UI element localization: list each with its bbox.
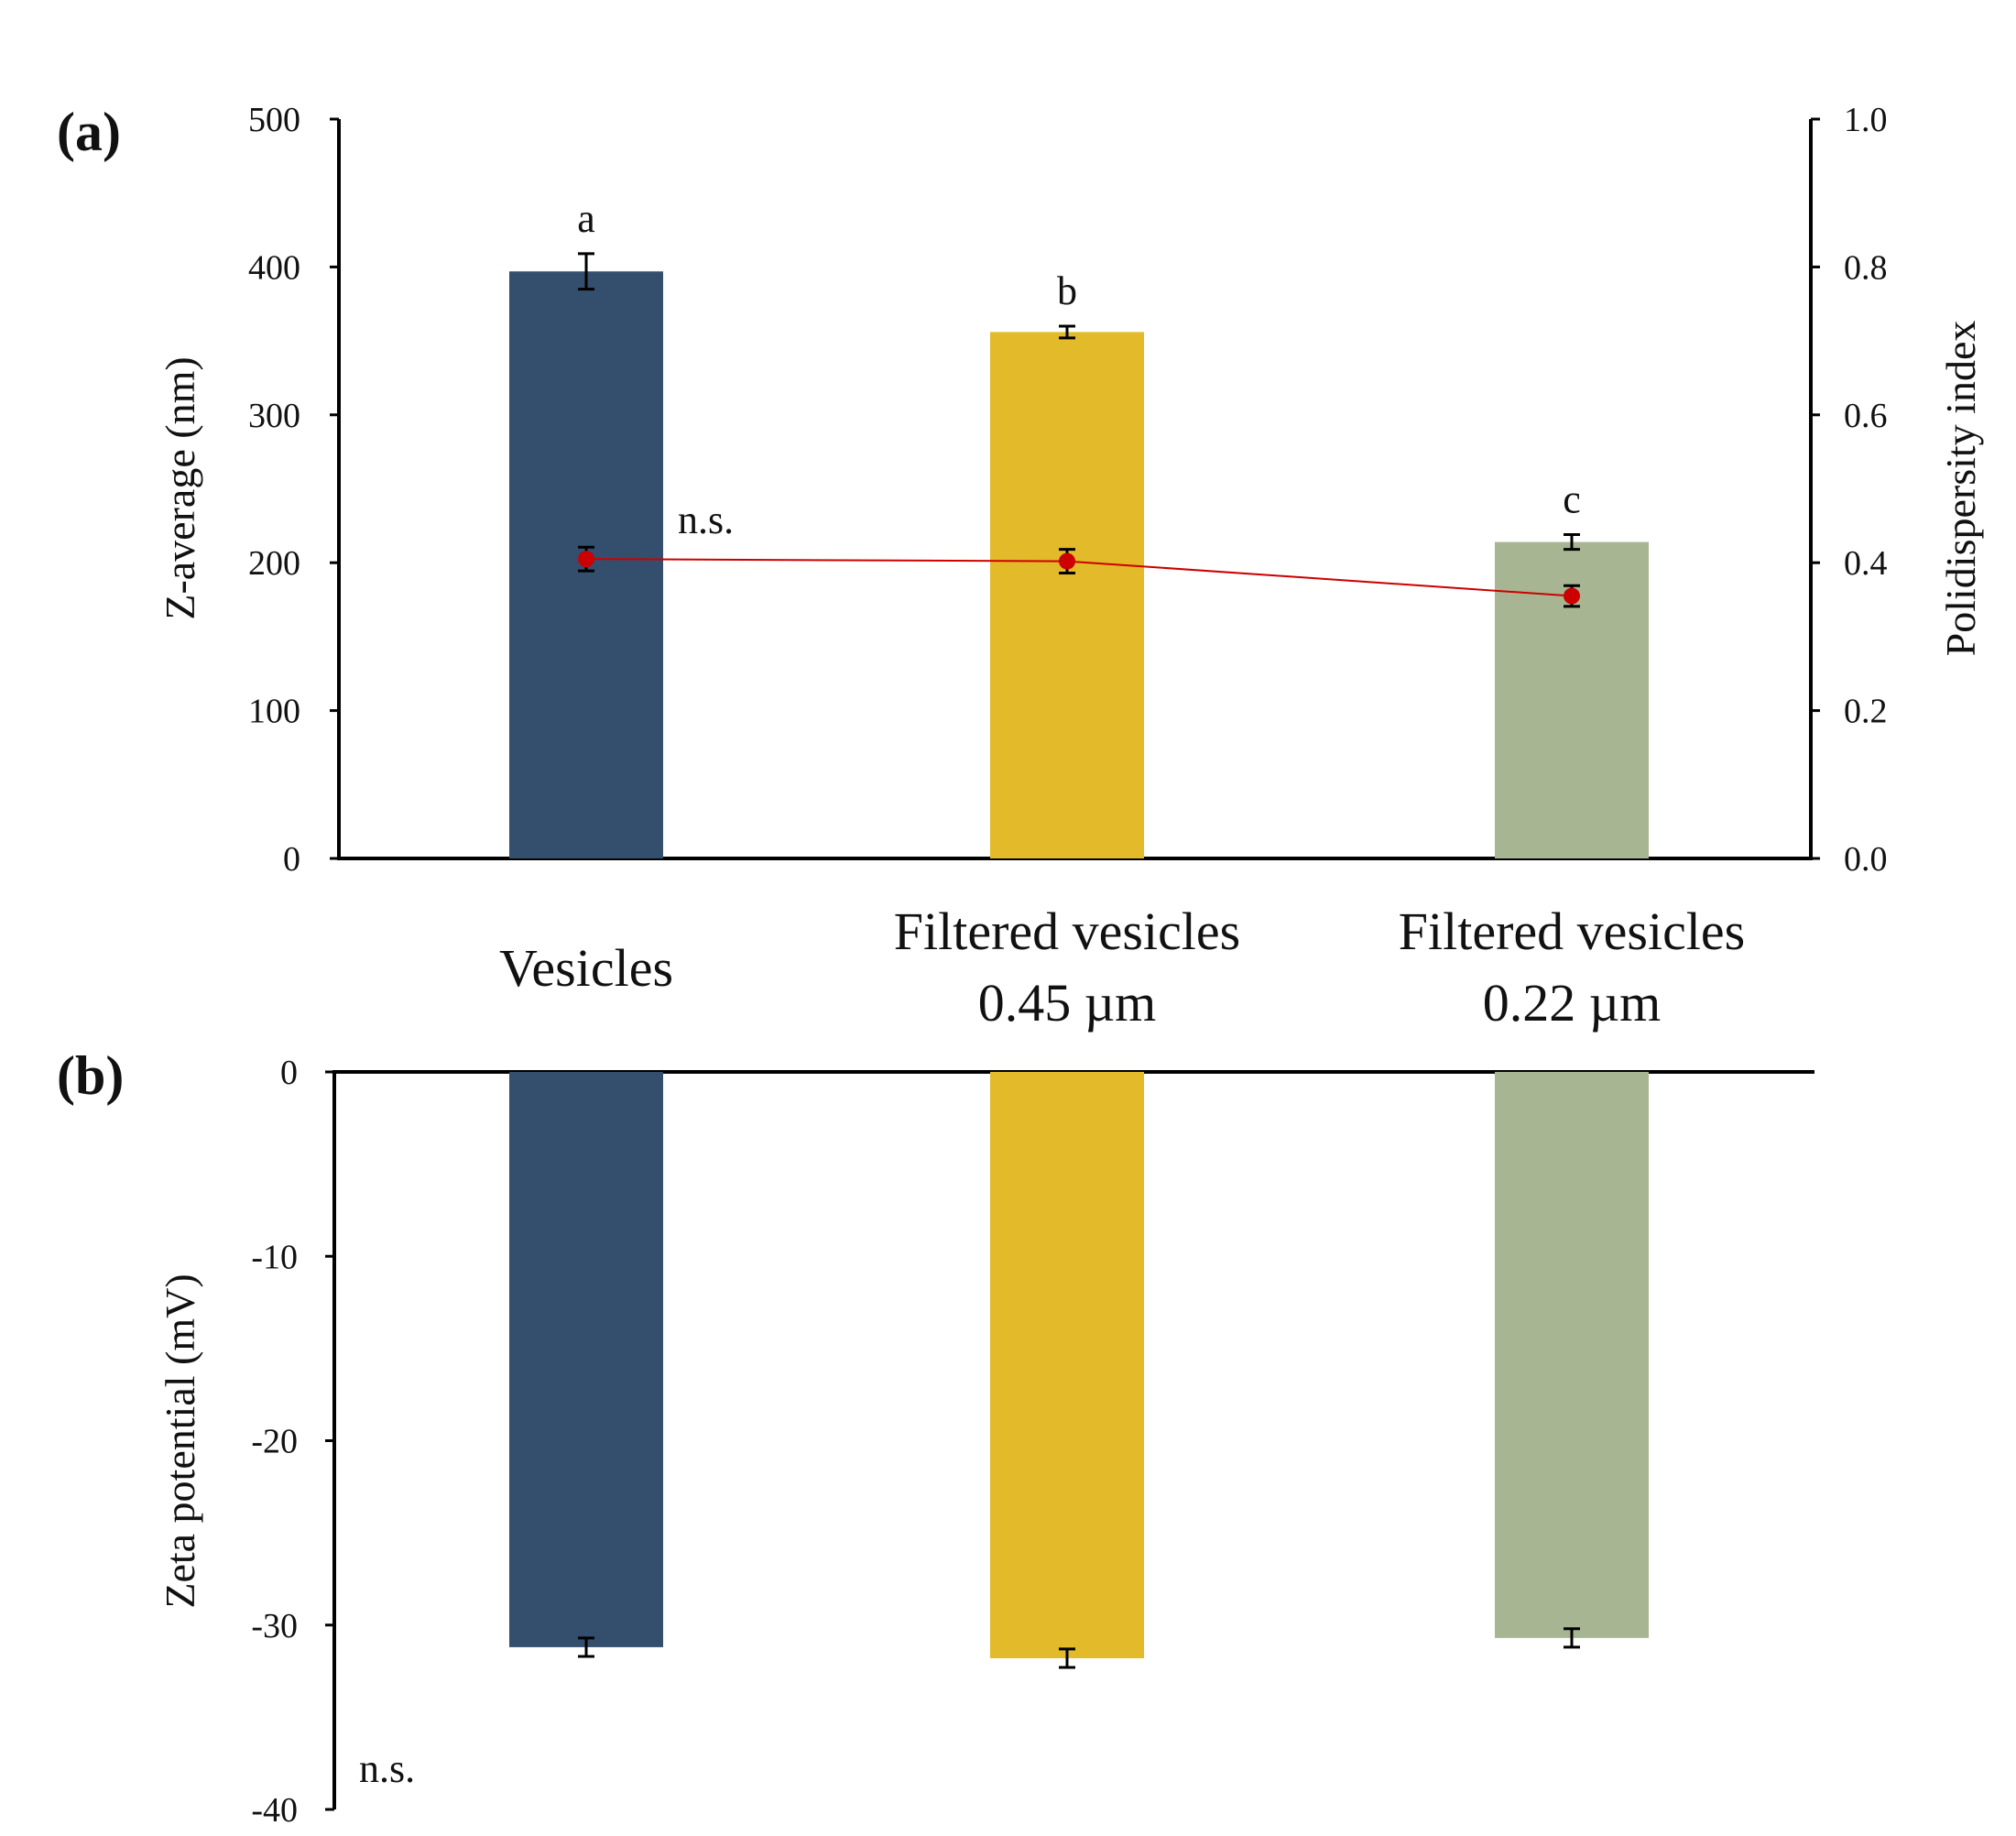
panel-a-right-tick-label-4: 0.8 — [1844, 248, 1888, 287]
panel-b-left-tick-label-3: -30 — [251, 1607, 298, 1645]
panel-b-left-tick-label-2: -20 — [251, 1423, 298, 1461]
panel-a-pdi-series — [578, 545, 1580, 608]
panel-a-right-ticks: 0.0 0.2 0.4 0.6 0.8 1.0 — [1811, 101, 1888, 879]
panel-a-pdi-point-3 — [1564, 587, 1580, 605]
panel-a-bar-label-3: c — [1563, 477, 1581, 522]
panel-a-ns-annotation: n.s. — [678, 497, 734, 542]
panel-b-bar-3 — [1495, 1072, 1649, 1638]
panel-b-y-axis-title: Zeta potential (mV) — [157, 1273, 203, 1608]
panel-a-bar-label-2: b — [1057, 268, 1077, 313]
panel-a-bars: a b c — [509, 196, 1649, 858]
panel-b-left-tick-label-0: 0 — [280, 1054, 298, 1092]
panel-b-bar-1 — [509, 1072, 663, 1647]
category-label-2-line1: Filtered vesicles — [894, 902, 1241, 961]
panel-a-pdi-point-1 — [578, 551, 594, 568]
category-label-2-line2: 0.45 µm — [978, 973, 1157, 1033]
panel-a-y-axis-title: Z-average (nm) — [157, 356, 203, 619]
panel-a-right-tick-label-5: 1.0 — [1844, 101, 1888, 139]
panel-a-left-tick-label-5: 500 — [248, 101, 300, 139]
panel-a-left-tick-label-1: 100 — [248, 693, 300, 731]
panel-b-left-tick-label-1: -10 — [251, 1238, 298, 1276]
panel-a-right-tick-label-2: 0.4 — [1844, 544, 1888, 583]
panel-a-y2-axis-title: Polidispersity index — [1937, 321, 1984, 657]
panel-label-a: (a) — [57, 102, 121, 162]
panel-a-left-tick-label-4: 400 — [248, 248, 300, 287]
panel-b-bar-2 — [990, 1072, 1144, 1658]
panel-a-right-tick-label-0: 0.0 — [1844, 840, 1888, 879]
panel-a-pdi-point-2 — [1059, 552, 1075, 570]
panel-a-left-tick-label-0: 0 — [283, 840, 300, 879]
category-label-3-line1: Filtered vesicles — [1399, 902, 1746, 961]
panel-b-bars — [509, 1072, 1649, 1669]
panel-a-bar-error-3 — [1564, 533, 1580, 552]
panel-a-right-tick-label-1: 0.2 — [1844, 693, 1888, 731]
panel-a-bar-2 — [990, 332, 1144, 858]
panel-a-bar-error-2 — [1059, 324, 1075, 340]
panel-b-left-ticks: 0 -10 -20 -30 -40 — [251, 1054, 334, 1830]
panel-a-bar-label-1: a — [577, 196, 595, 241]
panel-b-bar-error-3 — [1564, 1627, 1580, 1649]
panel-b-ns-annotation: n.s. — [359, 1746, 415, 1791]
panel-a-bar-error-1 — [578, 252, 594, 291]
panel-a-left-ticks: 0 100 200 300 400 500 — [248, 101, 339, 879]
category-label-3-line2: 0.22 µm — [1483, 973, 1662, 1033]
panel-a-right-tick-label-3: 0.6 — [1844, 397, 1888, 435]
category-label-1: Vesicles — [499, 938, 673, 998]
panel-b-left-tick-label-4: -40 — [251, 1791, 298, 1830]
panel-a-left-tick-label-3: 300 — [248, 397, 300, 435]
category-labels: Vesicles Filtered vesicles 0.45 µm Filte… — [499, 902, 1745, 1033]
panel-b-bar-error-1 — [578, 1636, 594, 1658]
panel-a-left-tick-label-2: 200 — [248, 544, 300, 583]
panel-b-bar-error-2 — [1059, 1647, 1075, 1669]
panel-label-b: (b) — [57, 1045, 124, 1106]
